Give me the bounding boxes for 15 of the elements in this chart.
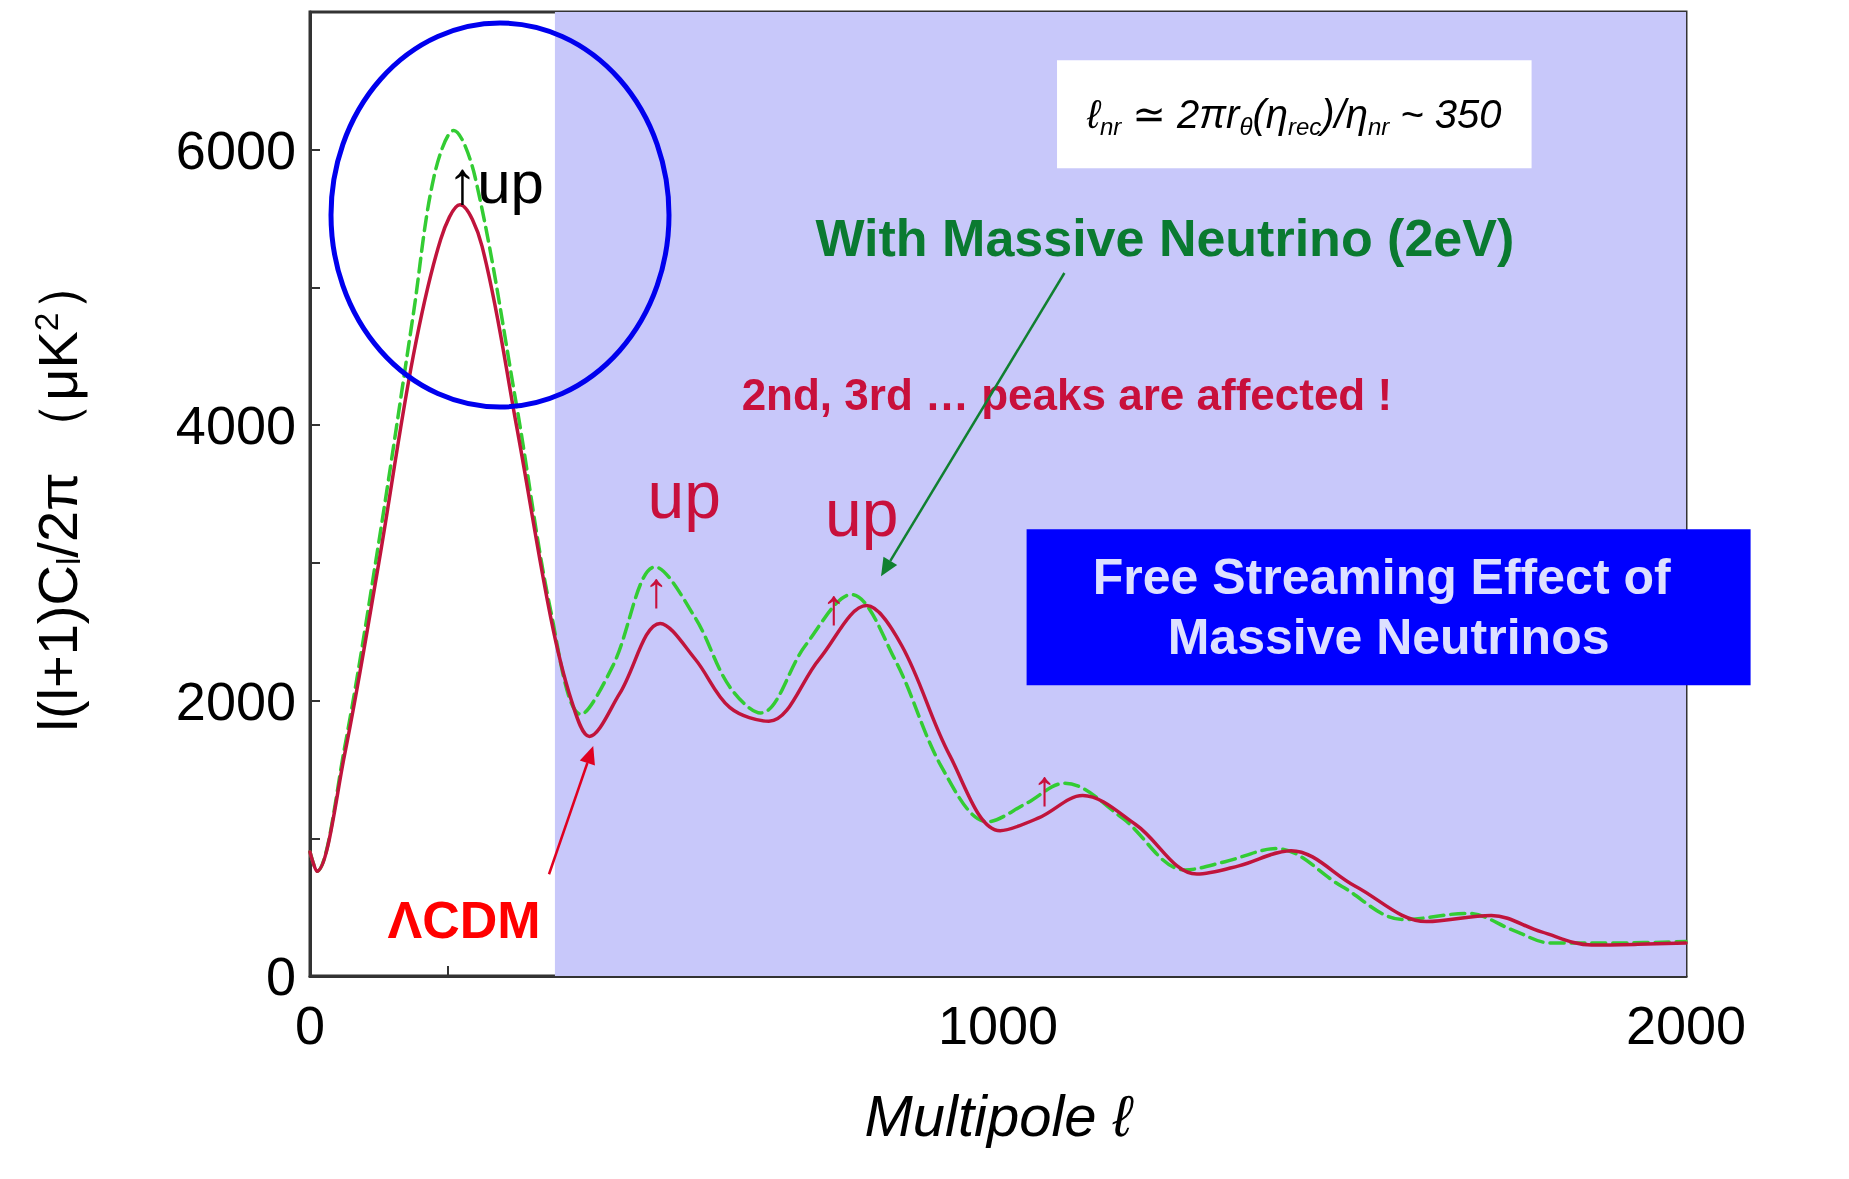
x-axis-title: Multipole ℓ bbox=[864, 1082, 1134, 1148]
annotation: ↑up bbox=[447, 149, 544, 217]
x-tick-label: 2000 bbox=[1625, 995, 1747, 1055]
x-tick-label: 1000 bbox=[937, 995, 1059, 1055]
annotation: With Massive Neutrino (2eV) bbox=[815, 209, 1515, 268]
annotation: Free Streaming Effect of Massive Neutrinos bbox=[1092, 549, 1685, 666]
y-axis-title: l(l+1)Cl/2π （μK2） bbox=[25, 256, 89, 732]
annotation: up bbox=[824, 475, 899, 550]
y-tick-label: 0 bbox=[265, 946, 296, 1006]
annotation: ↑ bbox=[643, 561, 669, 618]
y-tick-label: 4000 bbox=[175, 395, 296, 456]
annotation: up bbox=[647, 458, 721, 533]
y-tick-label: 2000 bbox=[175, 670, 296, 731]
y-tick-label: 6000 bbox=[175, 119, 296, 180]
annotation: ΛCDM bbox=[387, 890, 541, 949]
